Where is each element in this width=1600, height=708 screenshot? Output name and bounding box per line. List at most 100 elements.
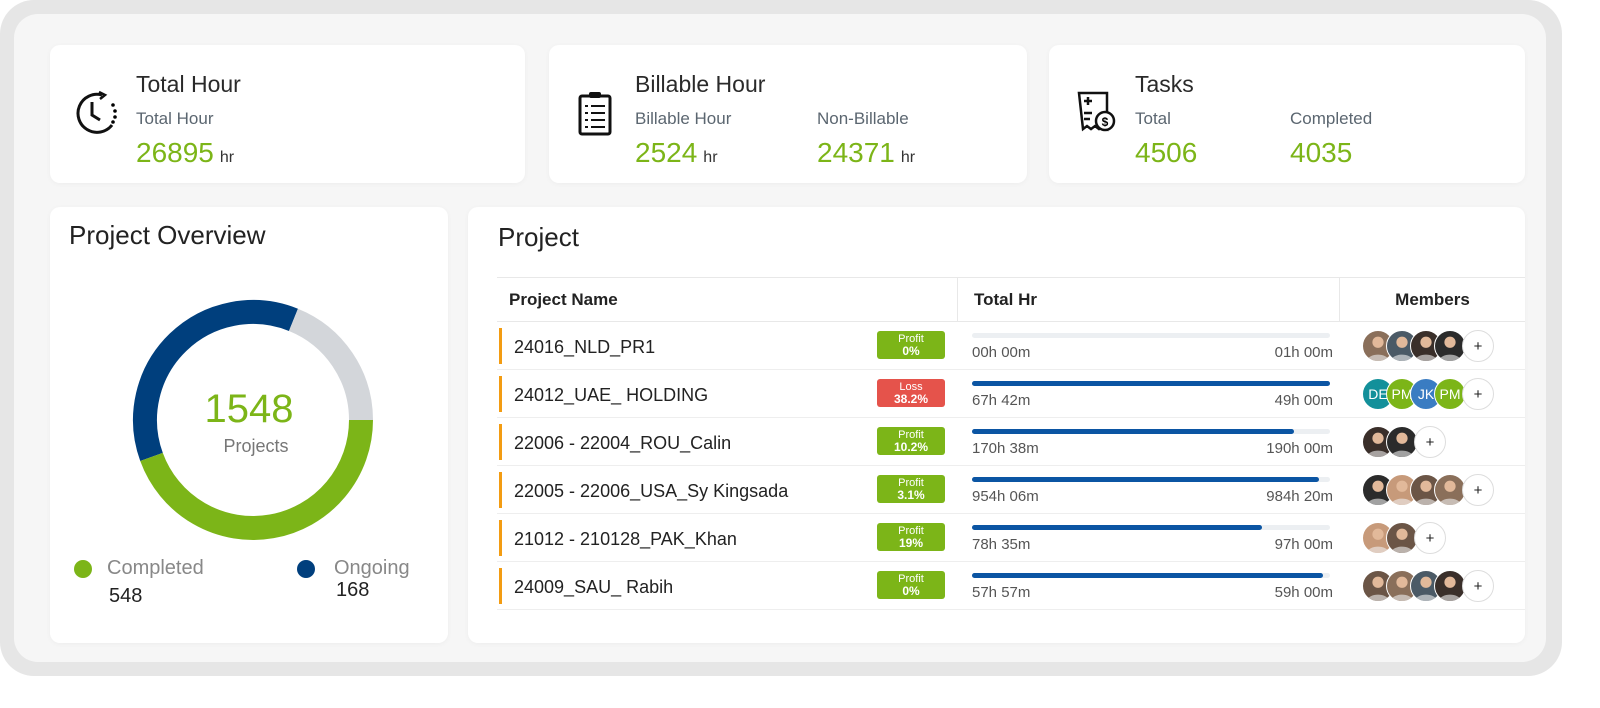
clock-icon bbox=[76, 90, 117, 134]
donut-chart bbox=[133, 300, 373, 540]
person-photo-icon bbox=[1390, 432, 1414, 457]
project-name[interactable]: 21012 - 210128_PAK_Khan bbox=[514, 529, 737, 549]
legend-completed: Completed bbox=[107, 557, 204, 579]
member-avatar[interactable] bbox=[1362, 474, 1394, 506]
badge-percent: 3.1% bbox=[897, 488, 925, 502]
completed-count: 548 bbox=[109, 585, 143, 607]
profit-badge: Profit 0% bbox=[877, 331, 945, 359]
add-member-button[interactable]: + bbox=[1462, 570, 1494, 602]
table-row[interactable]: 21012 - 210128_PAK_Khan Profit 19% 78h 35… bbox=[497, 514, 1525, 562]
budget-hours: 59h 00m bbox=[1274, 584, 1333, 601]
stat-label: Total bbox=[1135, 109, 1171, 128]
badge-status: Profit bbox=[898, 429, 924, 441]
person-photo-icon bbox=[1366, 336, 1390, 361]
project-name[interactable]: 22005 - 22006_USA_Sy Kingsada bbox=[514, 481, 789, 501]
project-name[interactable]: 24009_SAU_ Rabih bbox=[514, 577, 674, 597]
person-photo-icon bbox=[1366, 480, 1390, 505]
project-name[interactable]: 24012_UAE_ HOLDING bbox=[514, 385, 709, 405]
stat-value: 26895 hr bbox=[136, 137, 234, 169]
row-marker bbox=[499, 424, 502, 460]
member-avatar[interactable] bbox=[1386, 522, 1418, 554]
total-projects: 1548 bbox=[204, 387, 294, 431]
stat-value: 24371 hr bbox=[817, 137, 915, 169]
col-members[interactable]: Members bbox=[1339, 277, 1525, 322]
unit: hr bbox=[703, 149, 718, 166]
badge-status: Profit bbox=[898, 477, 924, 489]
row-marker bbox=[499, 520, 502, 556]
tasks-card: $ Tasks Total 4506 Completed 4035 bbox=[1049, 45, 1525, 183]
card-title: Billable Hour bbox=[635, 71, 766, 97]
total-hour-card: Total Hour Total Hour 26895 hr bbox=[50, 45, 525, 183]
badge-status: Loss bbox=[899, 381, 923, 393]
project-name[interactable]: 22006 - 22004_ROU_Calin bbox=[514, 433, 732, 453]
progress-fill bbox=[972, 525, 1262, 530]
ongoing-dot bbox=[297, 560, 315, 578]
table-row[interactable]: 24012_UAE_ HOLDING Loss 38.2% 67h 42m 49h… bbox=[497, 370, 1525, 418]
stat-label: Total Hour bbox=[136, 109, 214, 128]
table-row[interactable]: 22005 - 22006_USA_Sy Kingsada Profit 3.1%… bbox=[497, 466, 1525, 514]
add-member-button[interactable]: + bbox=[1414, 522, 1446, 554]
badge-percent: 0% bbox=[902, 344, 920, 358]
member-avatar[interactable] bbox=[1434, 330, 1466, 362]
person-photo-icon bbox=[1414, 336, 1438, 361]
project-title: Project bbox=[498, 222, 579, 252]
donut-segment-completed bbox=[140, 419, 373, 540]
add-member-button[interactable]: + bbox=[1414, 426, 1446, 458]
table-row[interactable]: 22006 - 22004_ROU_Calin Profit 10.2% 170h… bbox=[497, 418, 1525, 466]
person-photo-icon bbox=[1438, 576, 1462, 601]
total-projects-label: Projects bbox=[223, 436, 289, 456]
badge-status: Profit bbox=[898, 525, 924, 537]
profit-badge: Profit 3.1% bbox=[877, 475, 945, 503]
hours-progress bbox=[972, 525, 1330, 530]
member-avatar[interactable] bbox=[1434, 474, 1466, 506]
project-card bbox=[468, 207, 1525, 643]
stat-label: Billable Hour bbox=[635, 109, 732, 128]
hours-progress bbox=[972, 429, 1330, 434]
billable-hour-card: Billable Hour Billable Hour 2524 hr Non-B… bbox=[549, 45, 1027, 183]
completed-dot bbox=[74, 560, 92, 578]
hours-progress bbox=[972, 333, 1330, 338]
unit: hr bbox=[900, 149, 916, 166]
member-avatar[interactable] bbox=[1386, 426, 1418, 458]
stat-value: 4506 bbox=[1135, 137, 1198, 168]
unit: hr bbox=[219, 149, 235, 166]
project-name[interactable]: 24016_NLD_PR1 bbox=[514, 337, 656, 357]
hours-progress bbox=[972, 573, 1330, 578]
person-photo-icon bbox=[1414, 480, 1438, 505]
progress-fill bbox=[972, 381, 1330, 386]
progress-fill bbox=[972, 429, 1295, 434]
member-avatar[interactable] bbox=[1434, 570, 1466, 602]
loss-badge: Loss 38.2% bbox=[877, 379, 945, 407]
badge-status: Profit bbox=[898, 333, 924, 345]
row-marker bbox=[499, 472, 502, 508]
donut-segment-ongoing bbox=[133, 300, 298, 462]
person-photo-icon bbox=[1366, 528, 1390, 553]
value: 24371 bbox=[817, 137, 895, 168]
value: 2524 bbox=[635, 137, 698, 168]
add-member-button[interactable]: + bbox=[1462, 330, 1494, 362]
person-photo-icon bbox=[1438, 336, 1462, 361]
member-avatar[interactable]: PM bbox=[1434, 378, 1466, 410]
person-photo-icon bbox=[1390, 528, 1414, 553]
add-member-button[interactable]: + bbox=[1462, 474, 1494, 506]
badge-percent: 10.2% bbox=[893, 440, 929, 454]
stat-label: Completed bbox=[1290, 109, 1373, 128]
progress-fill bbox=[972, 573, 1323, 578]
card-title: Total Hour bbox=[136, 71, 241, 97]
col-project-name[interactable]: Project Name bbox=[497, 277, 957, 322]
row-marker bbox=[499, 376, 502, 412]
spent-hours: 57h 57m bbox=[972, 584, 1031, 601]
hours-progress bbox=[972, 381, 1330, 386]
add-member-button[interactable]: + bbox=[1462, 378, 1494, 410]
donut-segment-remaining bbox=[288, 308, 373, 421]
col-total-hr[interactable]: Total Hr bbox=[957, 277, 1339, 322]
person-photo-icon bbox=[1438, 480, 1462, 505]
clipboard-icon bbox=[578, 92, 612, 136]
budget-hours: 984h 20m bbox=[1266, 488, 1333, 505]
table-row[interactable]: 24016_NLD_PR1 Profit 0% 00h 00m 01h 00m + bbox=[497, 322, 1525, 370]
value: 26895 bbox=[136, 137, 214, 168]
badge-percent: 19% bbox=[898, 536, 924, 550]
table-row[interactable]: 24009_SAU_ Rabih Profit 0% 57h 57m 59h 00… bbox=[497, 562, 1525, 610]
invoice-icon: $ bbox=[1077, 91, 1116, 132]
person-photo-icon bbox=[1390, 480, 1414, 505]
